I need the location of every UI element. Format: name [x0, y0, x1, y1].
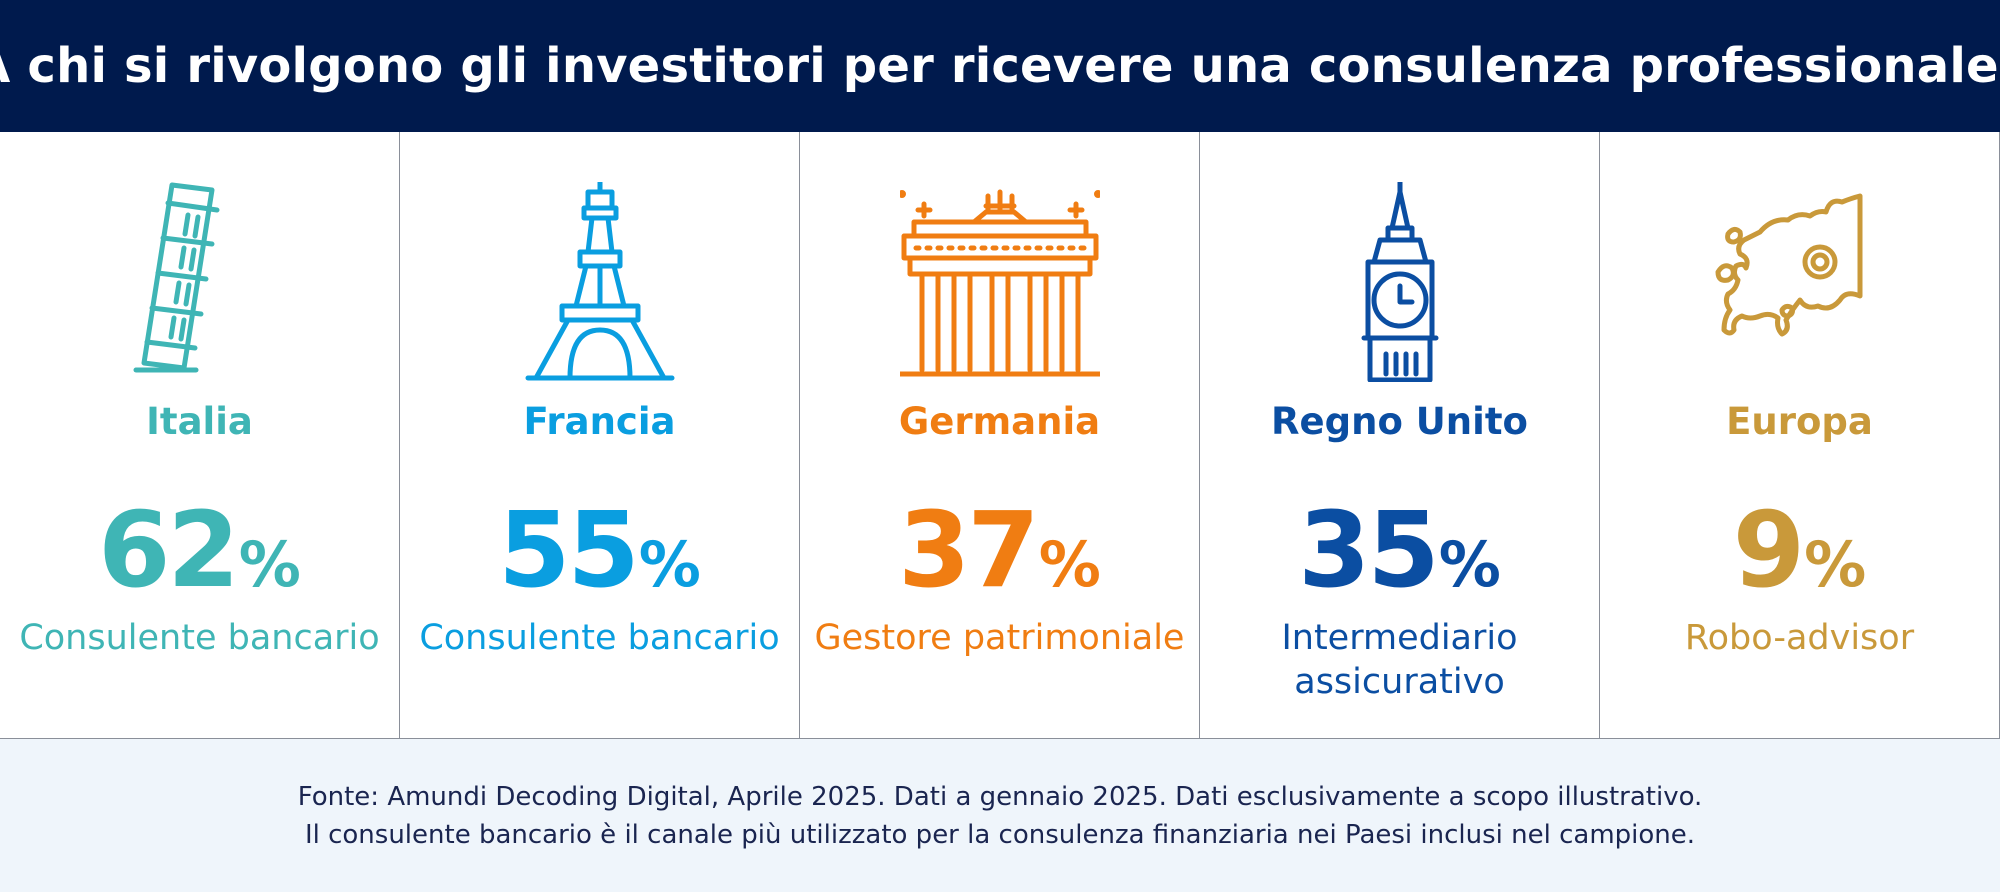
percentage-europa: 9%: [1600, 498, 1999, 602]
header-bar: A chi si rivolgono gli investitori per r…: [0, 0, 2000, 132]
europe-map-icon: [1700, 182, 1900, 382]
summary-note: Il consulente bancario è il canale più u…: [304, 819, 1696, 850]
percentage-value: 62: [98, 489, 240, 611]
column-germania: Germania 37% Gestore patrimoniale: [800, 132, 1200, 738]
country-name-italia: Italia: [146, 400, 253, 443]
percentage-germania: 37%: [800, 498, 1199, 602]
leaning-tower-of-pisa-icon: [100, 182, 300, 382]
advisor-label-regno-unito: Intermediario assicurativo: [1281, 618, 1518, 702]
percentage-italia: 62%: [0, 498, 399, 602]
brandenburg-gate-icon: [899, 182, 1100, 382]
percentage-value: 37: [898, 489, 1040, 611]
eiffel-tower-icon: [500, 182, 700, 382]
column-francia: Francia 55% Consulente bancario: [400, 132, 800, 738]
advisor-label-italia: Consulente bancario: [19, 618, 380, 658]
country-name-regno-unito: Regno Unito: [1271, 400, 1528, 443]
percentage-francia: 55%: [400, 498, 799, 602]
column-italia: Italia 62% Consulente bancario: [0, 132, 400, 738]
country-name-germania: Germania: [898, 400, 1101, 443]
percentage-value: 35: [1298, 489, 1440, 611]
country-grid: Italia 62% Consulente bancario: [0, 132, 2000, 739]
percent-sign: %: [238, 528, 301, 601]
country-name-europa: Europa: [1726, 400, 1873, 443]
column-regno-unito: Regno Unito 35% Intermediario assicurati…: [1200, 132, 1600, 738]
country-name-francia: Francia: [523, 400, 676, 443]
advisor-label-europa: Robo-advisor: [1684, 618, 1915, 658]
percentage-value: 55: [498, 489, 640, 611]
page-title: A chi si rivolgono gli investitori per r…: [0, 38, 2000, 94]
percentage-value: 9: [1732, 489, 1805, 611]
source-footer: Fonte: Amundi Decoding Digital, Aprile 2…: [0, 739, 2000, 892]
advisor-label-germania: Gestore patrimoniale: [814, 618, 1185, 658]
big-ben-icon: [1300, 182, 1500, 382]
percent-sign: %: [638, 528, 701, 601]
percent-sign: %: [1038, 528, 1101, 601]
column-europa: Europa 9% Robo-advisor: [1600, 132, 2000, 738]
percentage-regno-unito: 35%: [1200, 498, 1599, 602]
advisor-label-francia: Consulente bancario: [419, 618, 780, 658]
source-note: Fonte: Amundi Decoding Digital, Aprile 2…: [297, 781, 1703, 812]
percent-sign: %: [1804, 528, 1867, 601]
percent-sign: %: [1438, 528, 1501, 601]
